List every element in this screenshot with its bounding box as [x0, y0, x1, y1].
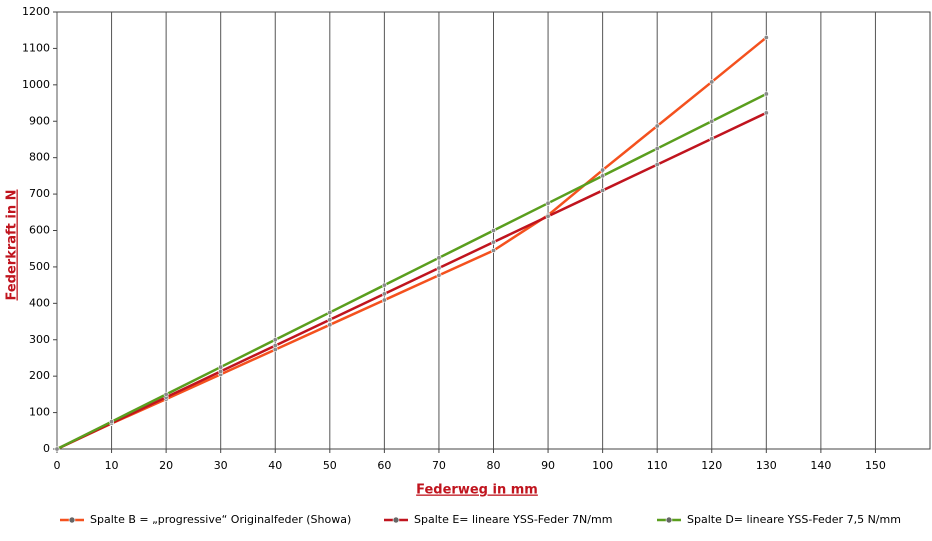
data-point [109, 419, 115, 425]
data-point [54, 446, 60, 452]
x-tick-label: 150 [865, 459, 886, 472]
data-point [272, 343, 278, 349]
data-point [600, 173, 606, 179]
data-point [163, 391, 169, 397]
x-tick-label: 10 [105, 459, 119, 472]
x-tick-label: 20 [159, 459, 173, 472]
data-point [600, 187, 606, 193]
data-point [436, 265, 442, 271]
y-tick-label: 0 [43, 442, 50, 455]
x-axis-title: Federweg in mm [416, 483, 538, 498]
data-point [709, 79, 715, 85]
y-tick-label: 700 [29, 187, 50, 200]
data-point [381, 282, 387, 288]
y-tick-label: 1200 [22, 5, 50, 18]
y-tick-label: 900 [29, 114, 50, 127]
y-axis-title: Federkraft in N [5, 189, 20, 300]
x-tick-label: 100 [592, 459, 613, 472]
data-point [545, 213, 551, 219]
y-tick-label: 200 [29, 369, 50, 382]
data-point [327, 317, 333, 323]
data-point [763, 91, 769, 97]
y-tick-label: 600 [29, 224, 50, 237]
x-tick-label: 30 [214, 459, 228, 472]
data-point [381, 297, 387, 303]
data-point [490, 248, 496, 254]
x-tick-label: 50 [323, 459, 337, 472]
x-tick-label: 110 [647, 459, 668, 472]
data-point [709, 136, 715, 142]
x-tick-label: 0 [54, 459, 61, 472]
data-point [436, 255, 442, 261]
y-tick-label: 800 [29, 151, 50, 164]
y-tick-label: 100 [29, 406, 50, 419]
legend-marker [665, 516, 673, 524]
legend-label: Spalte B = „progressive“ Originalfeder (… [90, 513, 351, 526]
data-point [709, 118, 715, 124]
data-point [763, 110, 769, 116]
y-tick-label: 1000 [22, 78, 50, 91]
data-point [327, 309, 333, 315]
x-tick-label: 140 [810, 459, 831, 472]
x-tick-label: 60 [377, 459, 391, 472]
data-point [218, 368, 224, 374]
y-tick-label: 500 [29, 260, 50, 273]
data-point [327, 322, 333, 328]
data-point [545, 200, 551, 206]
x-tick-label: 80 [487, 459, 501, 472]
series-line [56, 92, 767, 451]
x-tick-label: 120 [701, 459, 722, 472]
data-point [654, 123, 660, 129]
series-line [56, 111, 767, 451]
x-tick-label: 130 [756, 459, 777, 472]
x-tick-label: 90 [541, 459, 555, 472]
data-point [218, 364, 224, 370]
legend-label: Spalte E= lineare YSS-Feder 7N/mm [414, 513, 612, 526]
data-point [490, 239, 496, 245]
data-point [654, 146, 660, 152]
y-tick-label: 400 [29, 296, 50, 309]
data-point [600, 167, 606, 173]
series-line [56, 36, 768, 451]
data-point [381, 291, 387, 297]
legend-label: Spalte D= lineare YSS-Feder 7,5 N/mm [687, 513, 901, 526]
data-point [490, 228, 496, 234]
x-tick-label: 70 [432, 459, 446, 472]
data-point [763, 34, 769, 40]
legend-marker [392, 516, 400, 524]
y-tick-label: 300 [29, 333, 50, 346]
legend-marker [68, 516, 76, 524]
data-point [272, 337, 278, 343]
y-tick-label: 1100 [22, 41, 50, 54]
data-point [436, 272, 442, 278]
x-tick-label: 40 [268, 459, 282, 472]
data-point [654, 162, 660, 168]
